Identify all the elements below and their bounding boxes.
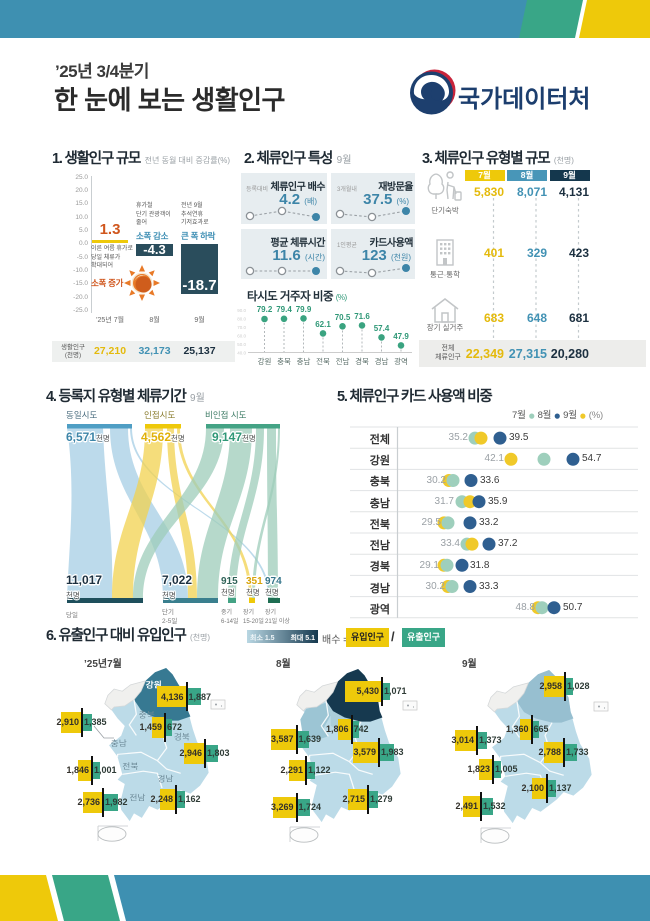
svg-text:70.5: 70.5	[335, 313, 351, 322]
svg-text:강원: 강원	[258, 356, 272, 366]
svg-text:57.4: 57.4	[374, 324, 390, 333]
svg-text:전북: 전북	[316, 356, 330, 366]
svg-text:전남: 전남	[129, 793, 145, 802]
svg-text:충남: 충남	[297, 357, 311, 366]
svg-text:50.0: 50.0	[237, 342, 246, 347]
svg-text:경북: 경북	[174, 732, 190, 741]
svg-text:79.2: 79.2	[257, 305, 273, 314]
svg-text:60.0: 60.0	[237, 334, 246, 339]
svg-text:90.0: 90.0	[237, 308, 246, 313]
svg-text:광역: 광역	[394, 356, 408, 366]
svg-text:경남: 경남	[375, 356, 389, 366]
svg-text:79.9: 79.9	[296, 305, 312, 314]
svg-text:충북: 충북	[139, 710, 155, 719]
svg-text:전북: 전북	[122, 762, 138, 771]
svg-text:충남: 충남	[111, 738, 127, 747]
svg-text:강원: 강원	[146, 680, 162, 689]
svg-text:충북: 충북	[277, 357, 291, 366]
svg-text:79.4: 79.4	[276, 305, 292, 314]
svg-text:전남: 전남	[336, 356, 350, 366]
svg-text:경남: 경남	[157, 774, 173, 783]
svg-text:경북: 경북	[355, 356, 369, 366]
svg-text:47.9: 47.9	[393, 332, 409, 341]
svg-text:40.0: 40.0	[237, 351, 246, 356]
svg-text:70.0: 70.0	[237, 325, 246, 330]
svg-text:80.0: 80.0	[237, 317, 246, 322]
svg-text:71.6: 71.6	[354, 312, 370, 321]
svg-text:62.1: 62.1	[315, 320, 331, 329]
